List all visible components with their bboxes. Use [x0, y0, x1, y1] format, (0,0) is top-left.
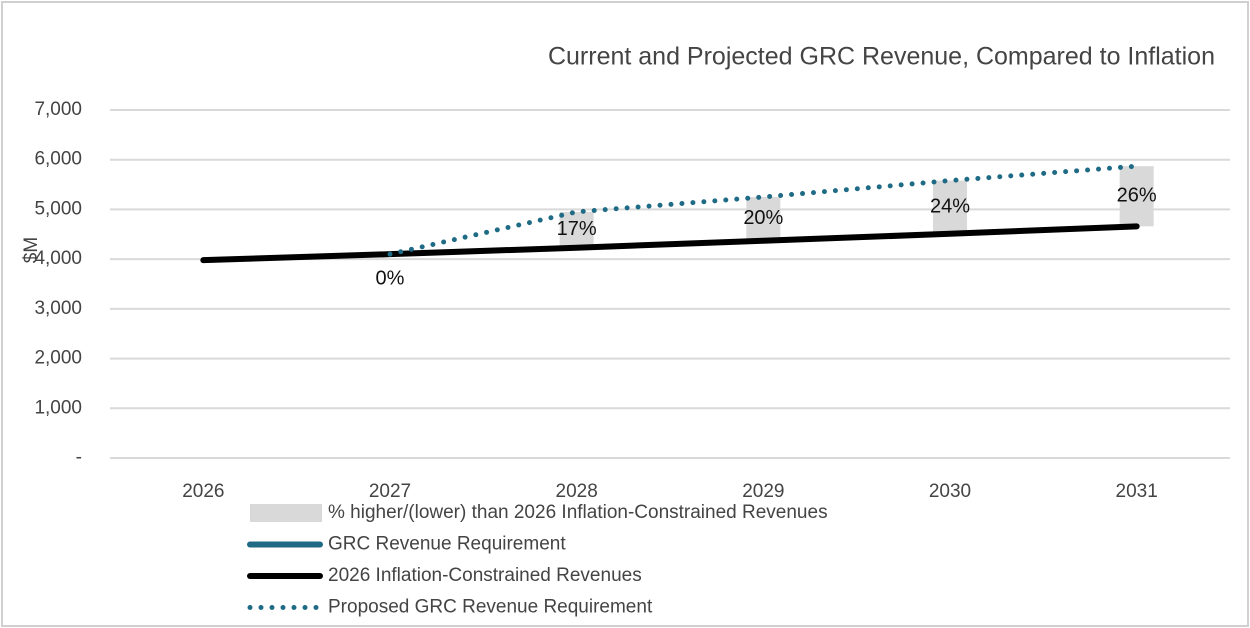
legend-label: Proposed GRC Revenue Requirement	[328, 597, 653, 618]
y-axis-label: $M	[21, 237, 42, 263]
y-tick-label: 5,000	[34, 198, 82, 219]
y-tick-label: 6,000	[34, 149, 82, 170]
legend-swatch	[250, 504, 322, 522]
range-bar	[933, 180, 967, 234]
x-tick-label: 2027	[369, 481, 411, 502]
x-tick-label: 2031	[1116, 481, 1158, 502]
data-label: 20%	[743, 207, 783, 229]
range-bar	[1119, 166, 1154, 227]
series-line	[200, 223, 1140, 264]
x-tick-label: 2028	[556, 481, 598, 502]
data-label: 0%	[376, 267, 405, 289]
range-bar	[559, 211, 594, 248]
legend-label: % higher/(lower) than 2026 Inﬂation-Cons…	[328, 502, 828, 523]
y-tick-label: 2,000	[34, 348, 82, 369]
y-tick-label: 1,000	[34, 397, 82, 418]
y-tick-label: 7,000	[34, 99, 82, 120]
x-tick-label: 2030	[929, 481, 971, 502]
x-tick-label: 2026	[182, 481, 224, 502]
legend-label: 2026 Inﬂation-Constrained Revenues	[328, 565, 642, 586]
series-line	[387, 163, 1140, 257]
y-tick-label: 4,000	[34, 248, 82, 269]
range-bar	[746, 197, 781, 241]
chart-title: Current and Projected GRC Revenue, Compa…	[548, 43, 1215, 71]
data-label: 17%	[557, 218, 597, 240]
x-tick-label: 2029	[742, 481, 784, 502]
y-tick-label: 3,000	[34, 298, 82, 319]
data-label: 24%	[930, 195, 970, 217]
data-label: 26%	[1117, 185, 1157, 207]
legend-label: GRC Revenue Requirement	[328, 534, 566, 555]
y-tick-label: -	[76, 447, 82, 468]
